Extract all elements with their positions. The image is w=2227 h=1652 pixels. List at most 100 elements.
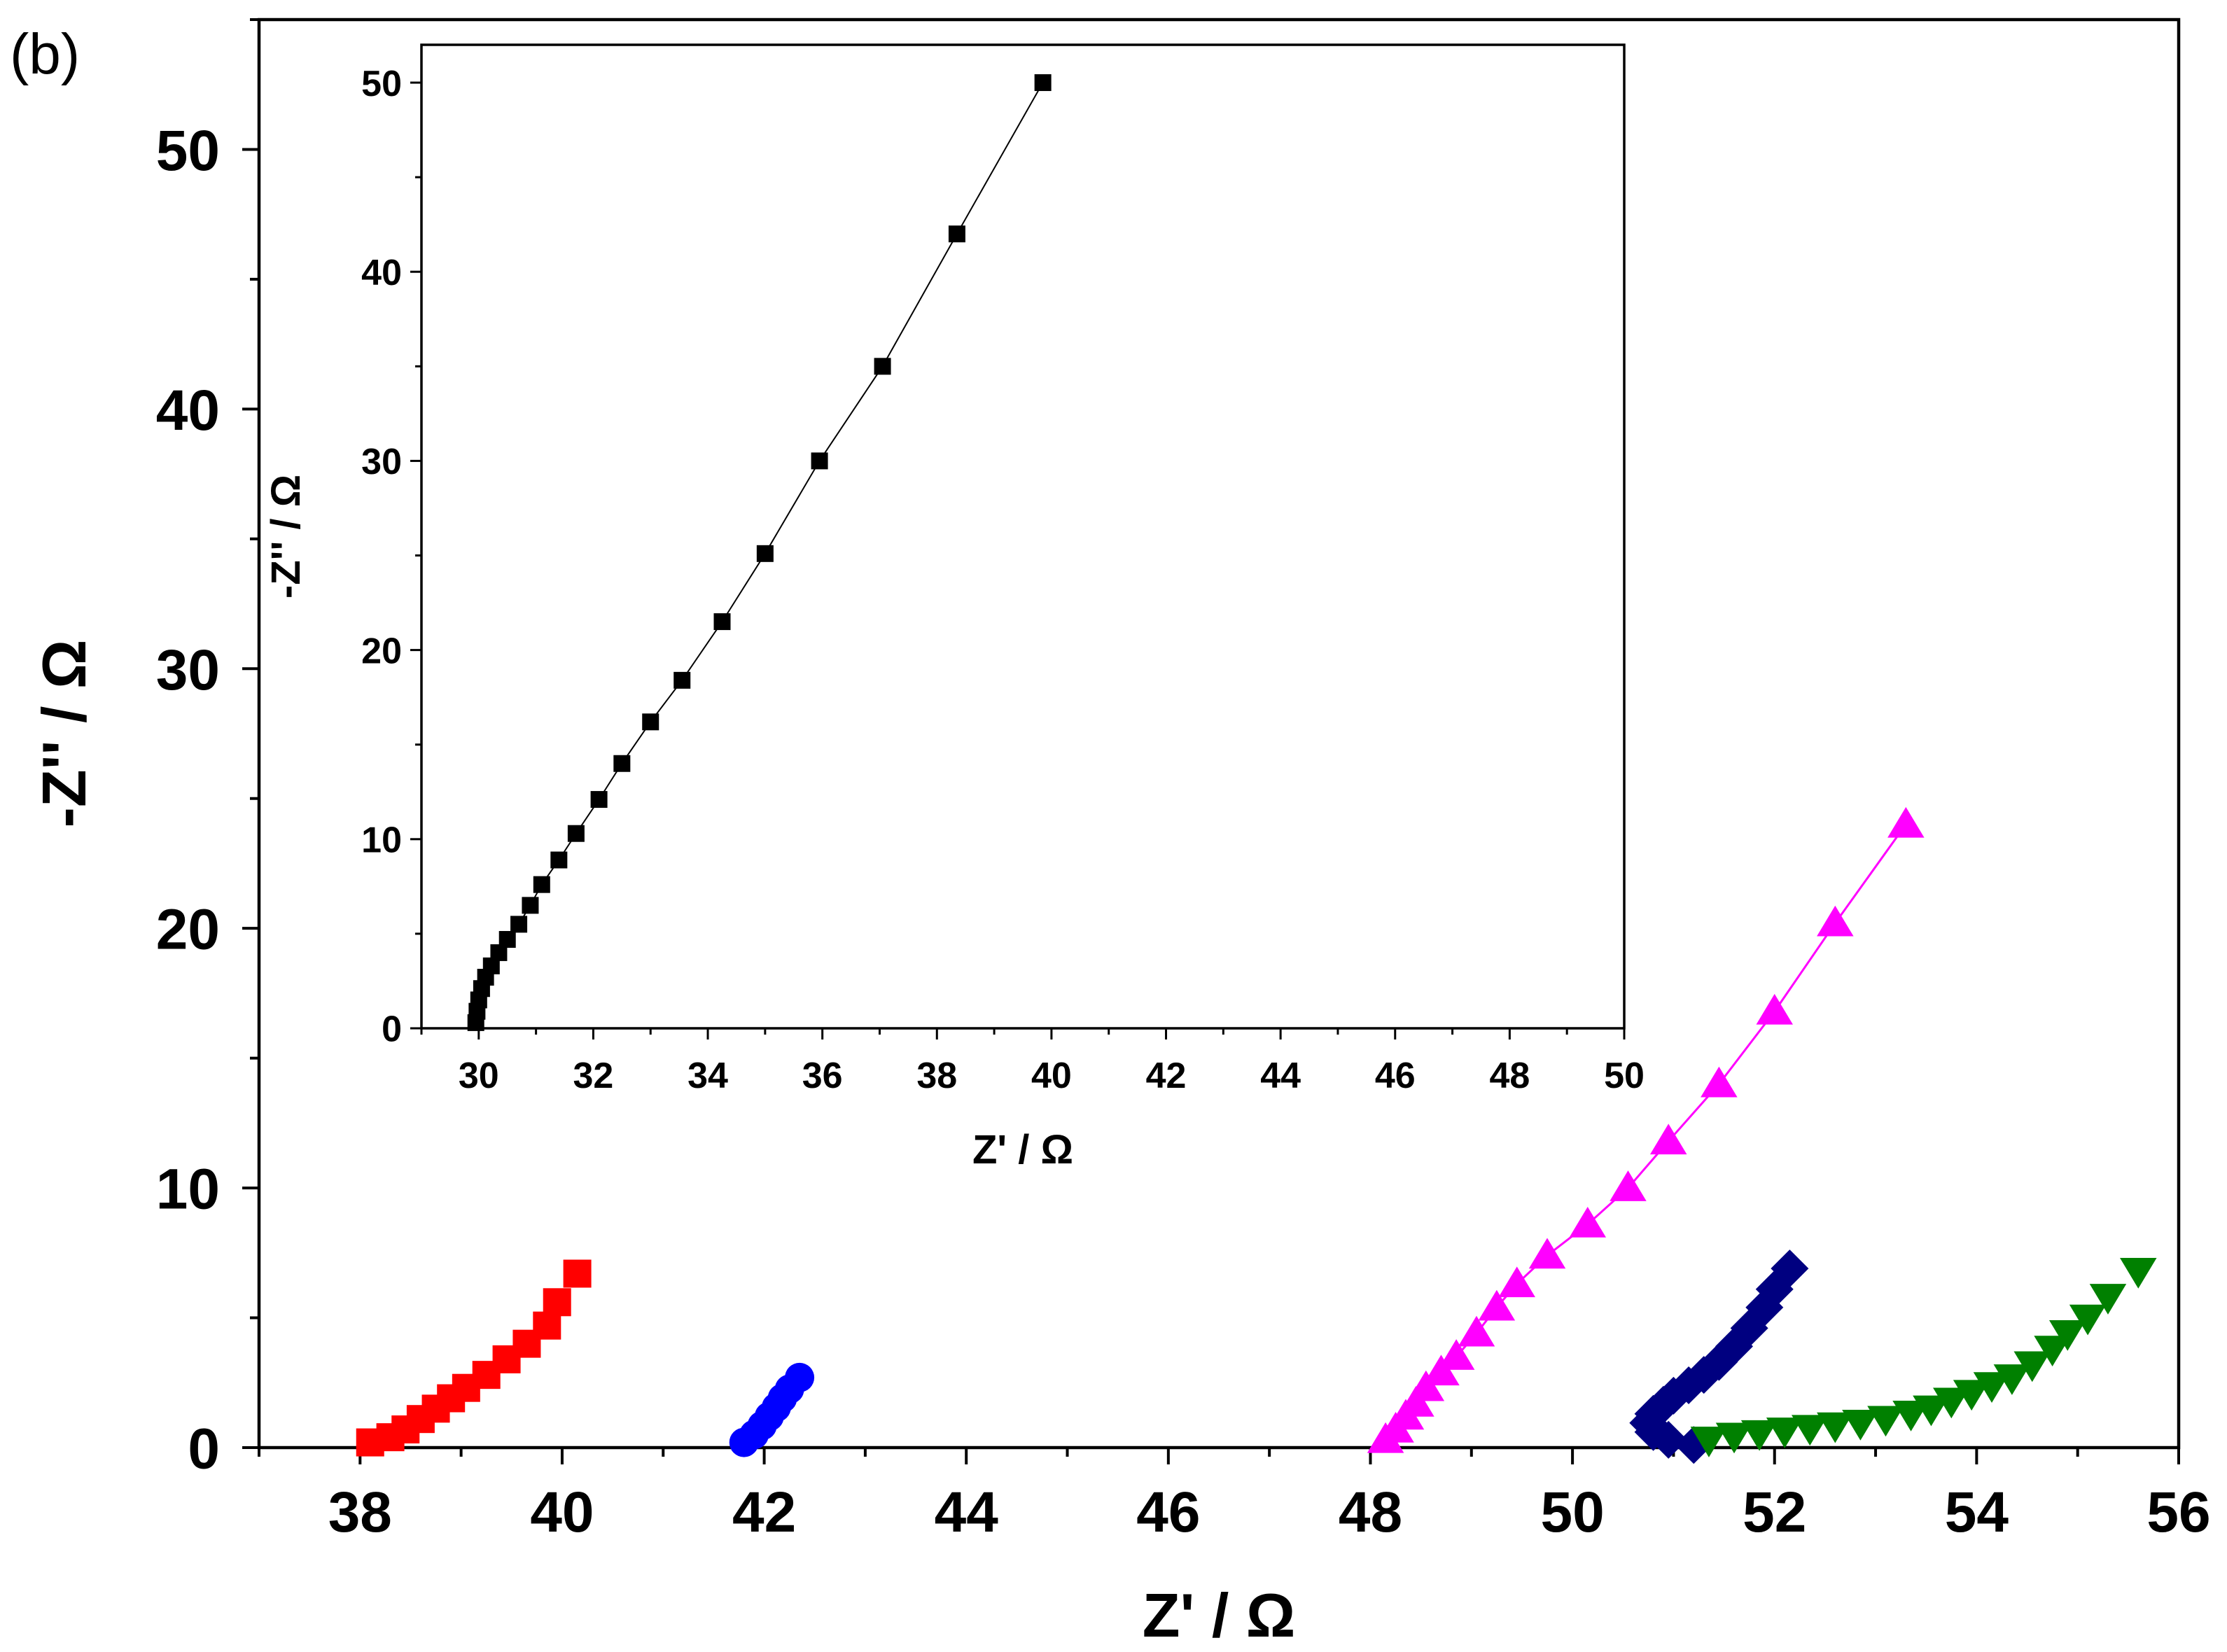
main-data-point <box>1817 905 1854 937</box>
main-data-point <box>2069 1304 2107 1336</box>
main-data-point <box>1892 1401 1929 1432</box>
main-y-tick-label: 0 <box>188 1418 220 1481</box>
inset-y-tick-label: 20 <box>361 631 402 671</box>
main-data-point <box>543 1288 571 1317</box>
inset-x-tick-label: 38 <box>916 1056 957 1096</box>
main-x-tick-label: 38 <box>328 1480 392 1544</box>
main-data-point <box>1817 1412 1854 1443</box>
inset-x-tick-label: 40 <box>1031 1056 1072 1096</box>
inset-x-tick-label: 46 <box>1375 1056 1416 1096</box>
inset-plot: 30 32 34 36 38 40 42 44 46 48 50 0 10 20 30 40 50 Z' / Ω -… <box>263 43 1645 1172</box>
main-x-tick-label: 42 <box>732 1480 796 1544</box>
inset-x-tick-label: 36 <box>802 1056 843 1096</box>
main-data-point <box>1407 1370 1445 1401</box>
main-data-point <box>1715 1422 1753 1454</box>
main-data-point <box>1953 1380 1990 1411</box>
main-data-point <box>2049 1320 2086 1351</box>
inset-data-point <box>533 876 550 893</box>
main-plot-frame <box>257 18 2181 1450</box>
main-data-point <box>1867 1406 1904 1437</box>
main-data-point <box>1791 1415 1829 1446</box>
main-data-point <box>1397 1385 1434 1417</box>
main-data-point <box>1437 1339 1475 1370</box>
main-data-point <box>1423 1354 1460 1386</box>
main-data-point <box>1610 1170 1647 1201</box>
main-data-point <box>2120 1258 2157 1289</box>
main-data-point <box>1649 1420 1688 1459</box>
inset-x-axis-title: Z' / Ω <box>972 1127 1073 1172</box>
panel-label: (b) <box>10 22 80 86</box>
inset-data-point <box>811 452 828 470</box>
main-data-point <box>1842 1410 1879 1441</box>
main-series-3 <box>1367 806 1925 1453</box>
main-data-point <box>1649 1124 1687 1155</box>
inset-data-point <box>642 713 659 731</box>
main-data-point <box>563 1259 592 1288</box>
main-data-point <box>1933 1387 1970 1419</box>
inset-x-tick-label: 44 <box>1260 1056 1301 1096</box>
main-plot: 38 40 42 44 46 48 50 52 54 56 0 10 20 30 40 50 Z' / Ω -Z'… <box>29 18 2211 1650</box>
main-data-point <box>1973 1372 2011 1403</box>
inset-y-axis-title: -Z'' / Ω <box>263 475 309 598</box>
inset-data-point <box>550 851 568 869</box>
inset-x-tick-label: 30 <box>459 1056 499 1096</box>
main-data-point <box>1478 1289 1516 1321</box>
inset-data-point <box>713 613 731 631</box>
inset-y-tick-label: 0 <box>382 1009 402 1050</box>
main-y-tick-label: 30 <box>156 638 220 702</box>
inset-data-point <box>613 755 631 772</box>
main-x-tick-label: 44 <box>935 1480 999 1544</box>
main-data-point <box>1913 1395 1950 1427</box>
inset-data-point <box>948 225 965 243</box>
main-y-tick-label: 20 <box>156 898 220 962</box>
inset-data-point <box>590 791 608 808</box>
main-x-tick-label: 54 <box>1945 1480 2009 1544</box>
main-x-axis-title: Z' / Ω <box>1143 1581 1296 1648</box>
inset-data-point <box>510 916 528 933</box>
inset-data-point <box>498 931 516 948</box>
inset-y-tick-label: 10 <box>361 820 402 861</box>
inset-data-point <box>874 358 891 375</box>
main-data-point <box>2013 1351 2051 1382</box>
main-x-tick-label: 48 <box>1339 1480 1402 1544</box>
main-data-point <box>1528 1238 1566 1269</box>
main-y-tick-label: 50 <box>156 119 220 183</box>
inset-y-tick-label: 50 <box>361 64 402 104</box>
inset-data-point <box>673 671 691 689</box>
main-y-tick-label: 40 <box>156 379 220 442</box>
main-series-4 <box>1629 1250 1809 1464</box>
inset-y-tick-label: 30 <box>361 442 402 482</box>
main-x-tick-label: 46 <box>1136 1480 1200 1544</box>
inset-x-tick-label: 42 <box>1146 1056 1187 1096</box>
inset-data-point <box>756 545 774 562</box>
main-data-point <box>1993 1364 2031 1395</box>
main-data-point <box>1756 993 1793 1025</box>
main-x-tick-label: 40 <box>530 1480 594 1544</box>
main-x-tick-label: 52 <box>1743 1480 1806 1544</box>
inset-x-tick-label: 48 <box>1489 1056 1530 1096</box>
main-data-point <box>785 1362 815 1392</box>
inset-x-tick-label: 50 <box>1604 1056 1645 1096</box>
main-data-point <box>1771 1250 1809 1288</box>
main-data-point <box>2034 1336 2071 1367</box>
main-y-axis-title: -Z'' / Ω <box>29 640 99 828</box>
main-data-point <box>1690 1427 1728 1457</box>
main-data-point <box>1766 1418 1803 1448</box>
inset-data-point <box>522 897 539 914</box>
main-data-point <box>2089 1284 2127 1315</box>
inset-plot-frame <box>420 43 1626 1030</box>
main-data-point <box>1740 1420 1778 1451</box>
main-data-point <box>1458 1315 1495 1347</box>
main-data-point <box>1498 1266 1535 1298</box>
main-y-tick-label: 10 <box>156 1158 220 1222</box>
inset-series-1 <box>467 74 1052 1031</box>
main-x-tick-label: 56 <box>2146 1480 2210 1544</box>
inset-x-tick-label: 32 <box>573 1056 614 1096</box>
inset-plot-background <box>421 45 1624 1028</box>
main-series-1 <box>356 1259 592 1457</box>
inset-data-point <box>567 825 585 842</box>
main-x-tick-label: 50 <box>1540 1480 1604 1544</box>
main-data-point <box>1887 806 1925 838</box>
